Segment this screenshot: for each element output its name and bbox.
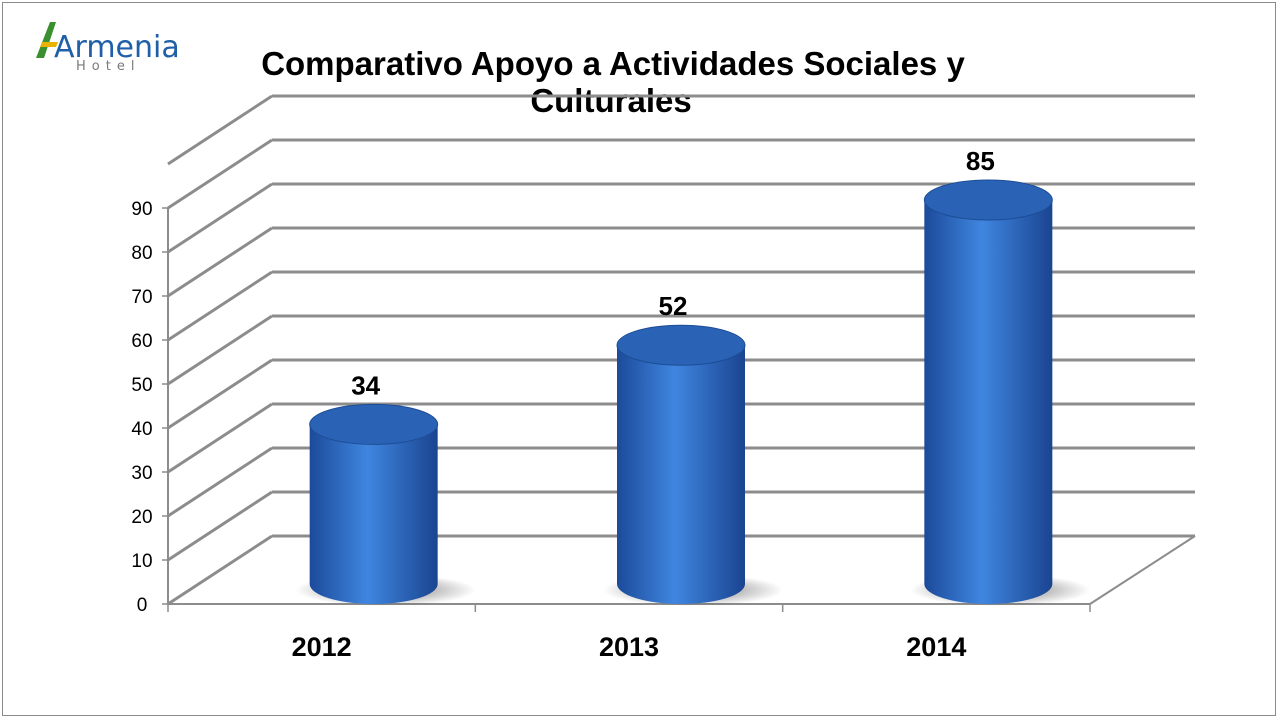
bar-2012 <box>295 403 476 606</box>
gridline-side <box>167 490 273 562</box>
logo-wordmark: Armenia <box>54 30 180 65</box>
y-tick-label: 40 <box>131 419 152 440</box>
chart-labels: 0 10 20 30 40 50 60 70 80 90 34 2012 52 2013 85 2014 <box>131 146 994 662</box>
logo-accent-icon <box>40 42 58 47</box>
x-tick-label: 2013 <box>599 632 659 662</box>
bar-body <box>924 200 1053 604</box>
x-tick-label: 2012 <box>292 632 352 662</box>
logo-subtitle: Hotel <box>76 59 140 74</box>
y-tick-label: 60 <box>131 331 152 352</box>
gridline-side <box>167 94 273 166</box>
bar-top <box>923 179 1053 221</box>
floor-right-edge <box>1089 535 1196 605</box>
gridline-side <box>167 182 273 254</box>
data-label: 52 <box>659 291 688 321</box>
y-tick-label: 0 <box>137 595 148 616</box>
bar-2014 <box>910 179 1091 606</box>
bar-2013 <box>603 324 783 606</box>
y-tick-label: 30 <box>131 463 152 484</box>
chart-title-line-1: Comparativo Apoyo a Actividades Sociales… <box>261 45 965 82</box>
y-tick-label: 50 <box>131 375 152 396</box>
y-tick-label: 70 <box>131 287 152 308</box>
y-tick-label: 10 <box>131 551 152 572</box>
gridline-side <box>167 402 273 474</box>
gridline-side <box>167 226 273 298</box>
gridline-side <box>167 534 273 606</box>
gridline-side <box>167 446 273 518</box>
logo-mark-icon <box>36 22 56 58</box>
chart-axes <box>162 207 1196 612</box>
logo: Armenia Hotel <box>36 22 180 74</box>
chart-bars <box>295 179 1091 606</box>
gridline-side <box>167 358 273 430</box>
gridline-side <box>167 314 273 386</box>
bar-top <box>616 324 746 366</box>
y-tick-label: 80 <box>131 243 152 264</box>
y-tick-label: 20 <box>131 507 152 528</box>
chart-title-line-2: Culturales <box>530 82 691 119</box>
bar-body <box>617 345 745 604</box>
bar-body <box>309 424 438 604</box>
data-label: 85 <box>966 146 995 176</box>
x-tick-label: 2014 <box>906 632 966 662</box>
gridline-side <box>167 138 273 210</box>
data-label: 34 <box>351 370 380 400</box>
bar-top <box>309 403 439 445</box>
y-tick-label: 90 <box>131 199 152 220</box>
gridline-side <box>167 270 273 342</box>
